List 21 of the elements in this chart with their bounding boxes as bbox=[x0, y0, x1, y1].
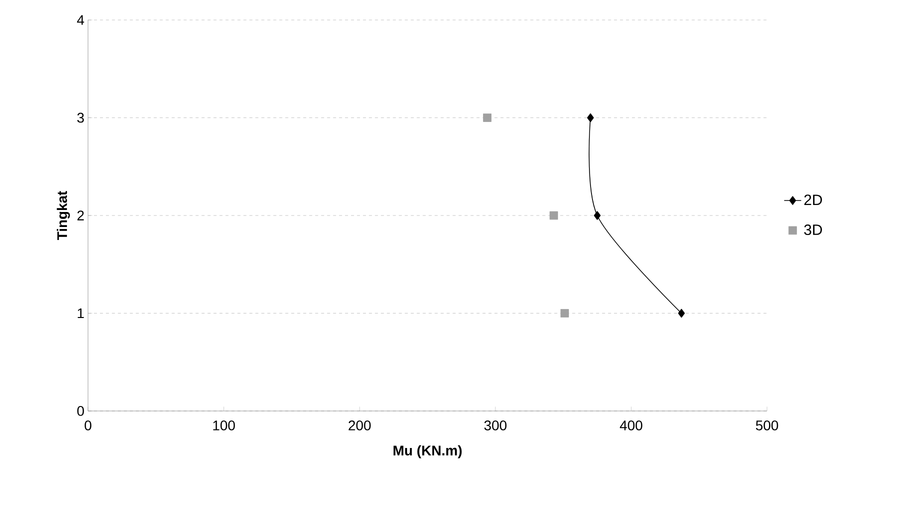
point bbox=[594, 211, 601, 220]
y-tick-label: 4 bbox=[77, 15, 84, 25]
x-tick-label: 100 bbox=[213, 420, 235, 430]
x-tick-label: 200 bbox=[348, 420, 371, 430]
point bbox=[550, 211, 558, 220]
x-tick-label: 0 bbox=[84, 420, 92, 430]
y-tick-label: 1 bbox=[78, 308, 84, 318]
point bbox=[678, 308, 685, 318]
x-axis-title: Mu (KN.m) bbox=[394, 445, 462, 458]
legend-label: 3D bbox=[804, 224, 822, 236]
legend-label: 2D bbox=[804, 194, 822, 205]
y-tick-label: 2 bbox=[77, 210, 84, 220]
point bbox=[483, 114, 492, 122]
y-tick-label: 3 bbox=[77, 112, 84, 123]
y-axis-title: Tingkat bbox=[56, 190, 70, 240]
point bbox=[587, 113, 594, 122]
point bbox=[560, 309, 569, 318]
x-tick-label: 500 bbox=[756, 420, 778, 430]
x-tick-label: 300 bbox=[484, 420, 506, 430]
y-tick-label: 0 bbox=[77, 406, 84, 416]
x-tick-label: 400 bbox=[620, 420, 642, 430]
